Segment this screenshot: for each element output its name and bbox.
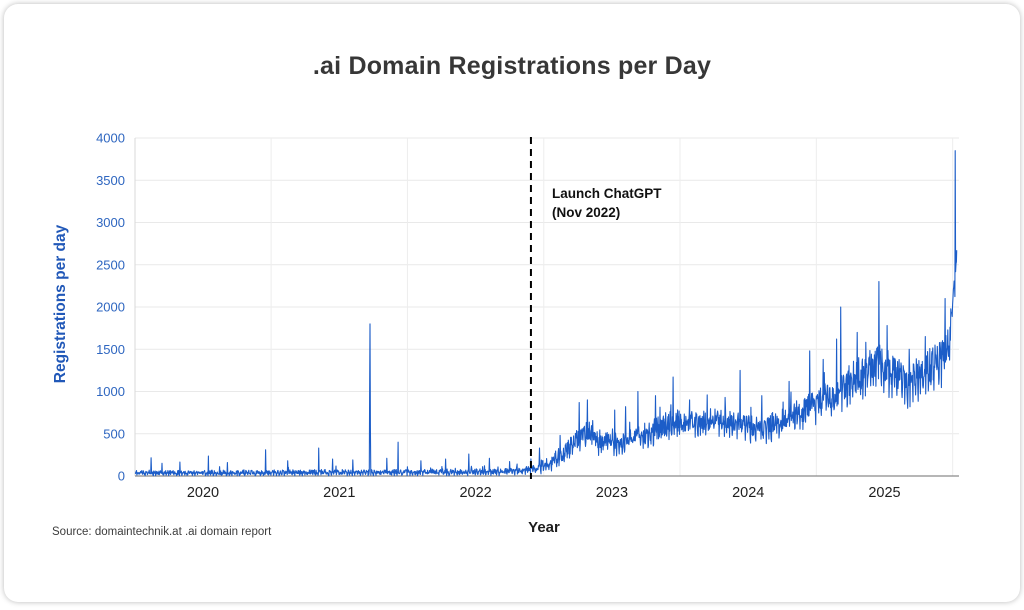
y-tick-label: 1000 — [96, 384, 125, 399]
annotation-line2: (Nov 2022) — [552, 205, 621, 220]
chatgpt-launch-annotation: Launch ChatGPT (Nov 2022) — [552, 184, 662, 222]
y-tick-label: 3500 — [96, 173, 125, 188]
y-tick-label: 2000 — [96, 300, 125, 315]
y-tick-label: 3000 — [96, 215, 125, 230]
x-tick-label: 2021 — [323, 485, 355, 501]
y-tick-label: 1500 — [96, 342, 125, 357]
chart-card: .ai Domain Registrations per Day Registr… — [4, 4, 1020, 602]
y-tick-label: 500 — [103, 426, 125, 441]
x-tick-label: 2023 — [596, 485, 628, 501]
annotation-line1: Launch ChatGPT — [552, 186, 662, 201]
chart-canvas: 0 500 1000 1500 2000 2500 3000 3500 4000 2020 2021… — [96, 131, 959, 501]
x-tick-label: 2025 — [868, 485, 900, 501]
x-tick-label: 2020 — [187, 485, 219, 501]
x-axis-title: Year — [528, 519, 560, 536]
chart-title: .ai Domain Registrations per Day — [312, 52, 712, 80]
x-tick-label: 2022 — [459, 485, 491, 501]
x-tick-label: 2024 — [732, 485, 764, 501]
y-tick-label: 2500 — [96, 257, 125, 272]
source-note: Source: domaintechnik.at .ai domain repo… — [52, 526, 272, 538]
y-tick-label: 4000 — [96, 131, 125, 146]
y-tick-label: 0 — [118, 469, 125, 484]
registrations-series-line — [134, 150, 958, 477]
